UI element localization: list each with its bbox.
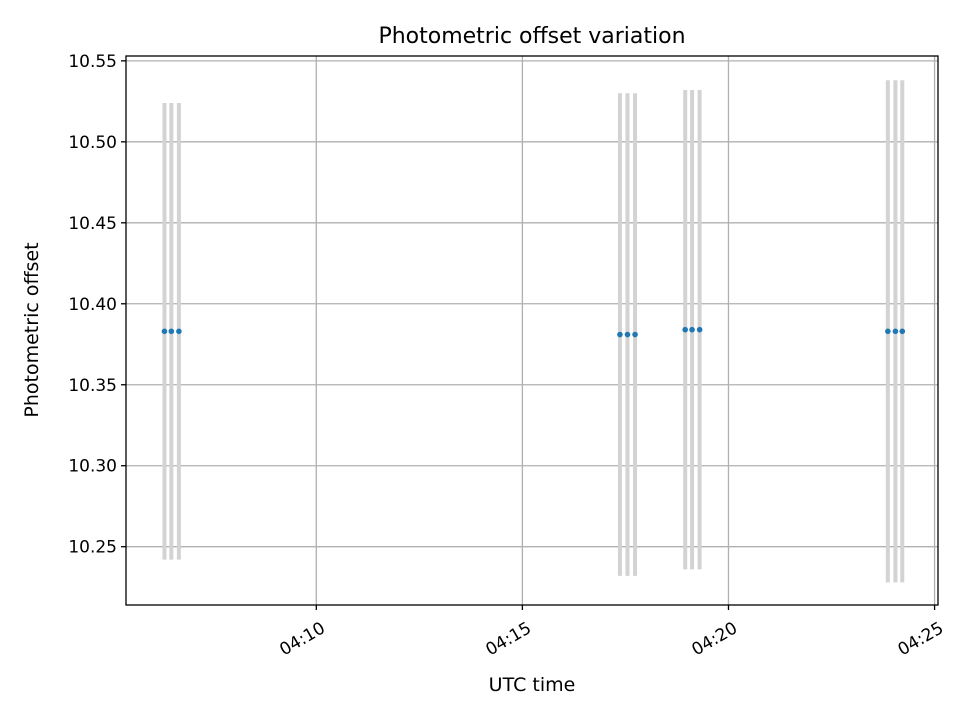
data-point bbox=[168, 328, 175, 335]
grid-layer bbox=[126, 56, 938, 605]
y-tick-label: 10.50 bbox=[68, 133, 117, 153]
data-point bbox=[696, 326, 703, 333]
data-point bbox=[899, 328, 906, 335]
data-point bbox=[689, 326, 695, 333]
plot-frame bbox=[125, 55, 939, 606]
data-point bbox=[176, 328, 182, 335]
data-point bbox=[885, 328, 891, 335]
y-tick-label: 10.45 bbox=[68, 214, 117, 234]
data-point bbox=[617, 331, 623, 338]
chart-title: Photometric offset variation bbox=[378, 24, 685, 49]
x-tick-label: 04:10 bbox=[276, 618, 328, 660]
data-point bbox=[161, 328, 168, 335]
error-bar-layer bbox=[162, 80, 905, 583]
data-point bbox=[682, 326, 688, 333]
x-tick-label: 04:15 bbox=[482, 618, 534, 660]
y-tick-label: 10.55 bbox=[68, 52, 117, 72]
data-point-layer bbox=[161, 326, 906, 338]
y-tick-label: 10.40 bbox=[68, 295, 117, 315]
y-tick-label: 10.35 bbox=[68, 376, 117, 396]
data-point bbox=[632, 331, 638, 338]
x-tick-label: 04:20 bbox=[689, 618, 741, 660]
x-axis-label: UTC time bbox=[489, 674, 576, 696]
y-axis-label: Photometric offset bbox=[21, 242, 43, 417]
y-tick-label: 10.25 bbox=[68, 538, 117, 558]
x-tick-layer: 04:10 04:15 04:20 04:25 bbox=[276, 605, 947, 660]
x-tick-label: 04:25 bbox=[895, 618, 947, 660]
y-tick-label: 10.30 bbox=[68, 457, 117, 477]
y-tick-layer: 10.25 10.30 10.35 10.40 10.45 10.50 10.55 bbox=[68, 52, 126, 558]
data-point bbox=[624, 331, 631, 338]
data-point bbox=[892, 328, 899, 335]
